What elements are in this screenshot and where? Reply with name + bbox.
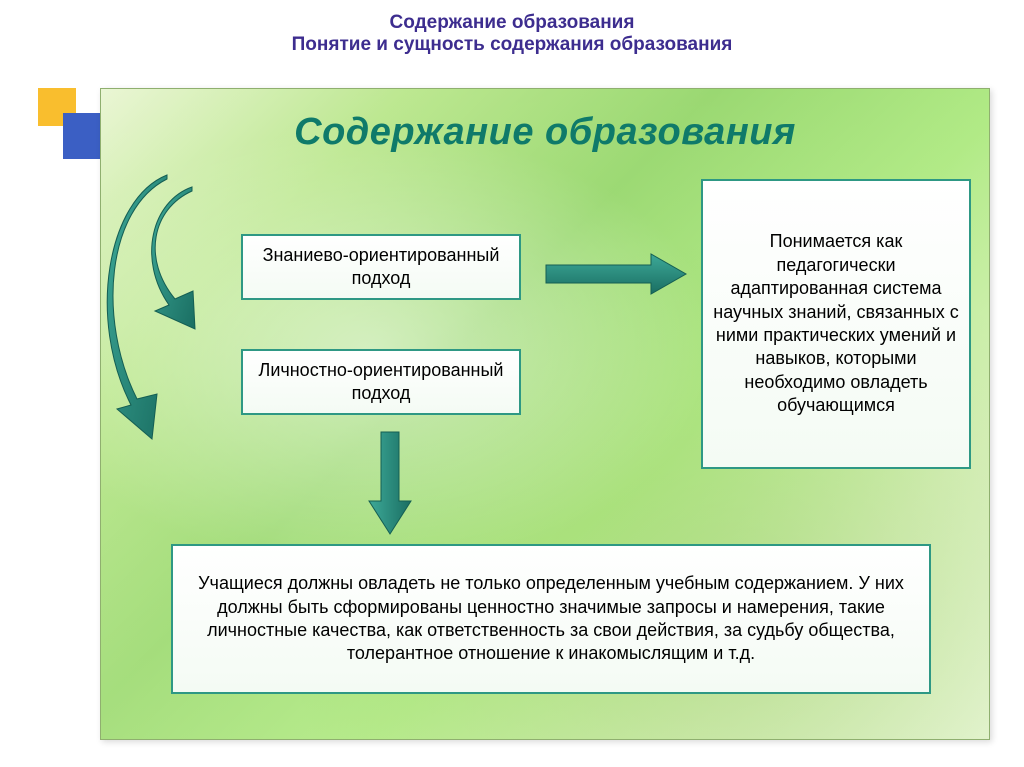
box-b-text: Личностно-ориентированный подход xyxy=(259,360,504,403)
main-diagram-panel: Содержание образования Знаниево-ориентир… xyxy=(100,88,990,740)
box-a-text: Знаниево-ориентированный подход xyxy=(263,245,500,288)
box-knowledge-approach: Знаниево-ориентированный подход xyxy=(241,234,521,300)
slide-title-line1: Содержание образования xyxy=(0,12,1024,34)
arrow-down-icon xyxy=(365,429,415,539)
slide-title-line2: Понятие и сущность содержания образовани… xyxy=(0,34,1024,56)
panel-title: Содержание образования xyxy=(101,111,989,154)
box-d-text: Учащиеся должны овладеть не только опред… xyxy=(193,572,909,666)
slide-header: Содержание образования Понятие и сущност… xyxy=(0,0,1024,62)
box-personal-approach: Личностно-ориентированный подход xyxy=(241,349,521,415)
box-c-text: Понимается как педагогически адаптирован… xyxy=(711,230,961,417)
box-definition: Понимается как педагогически адаптирован… xyxy=(701,179,971,469)
box-students-outcome: Учащиеся должны овладеть не только опред… xyxy=(171,544,931,694)
curved-arrows-icon xyxy=(97,169,257,449)
arrow-right-icon xyxy=(541,251,691,301)
